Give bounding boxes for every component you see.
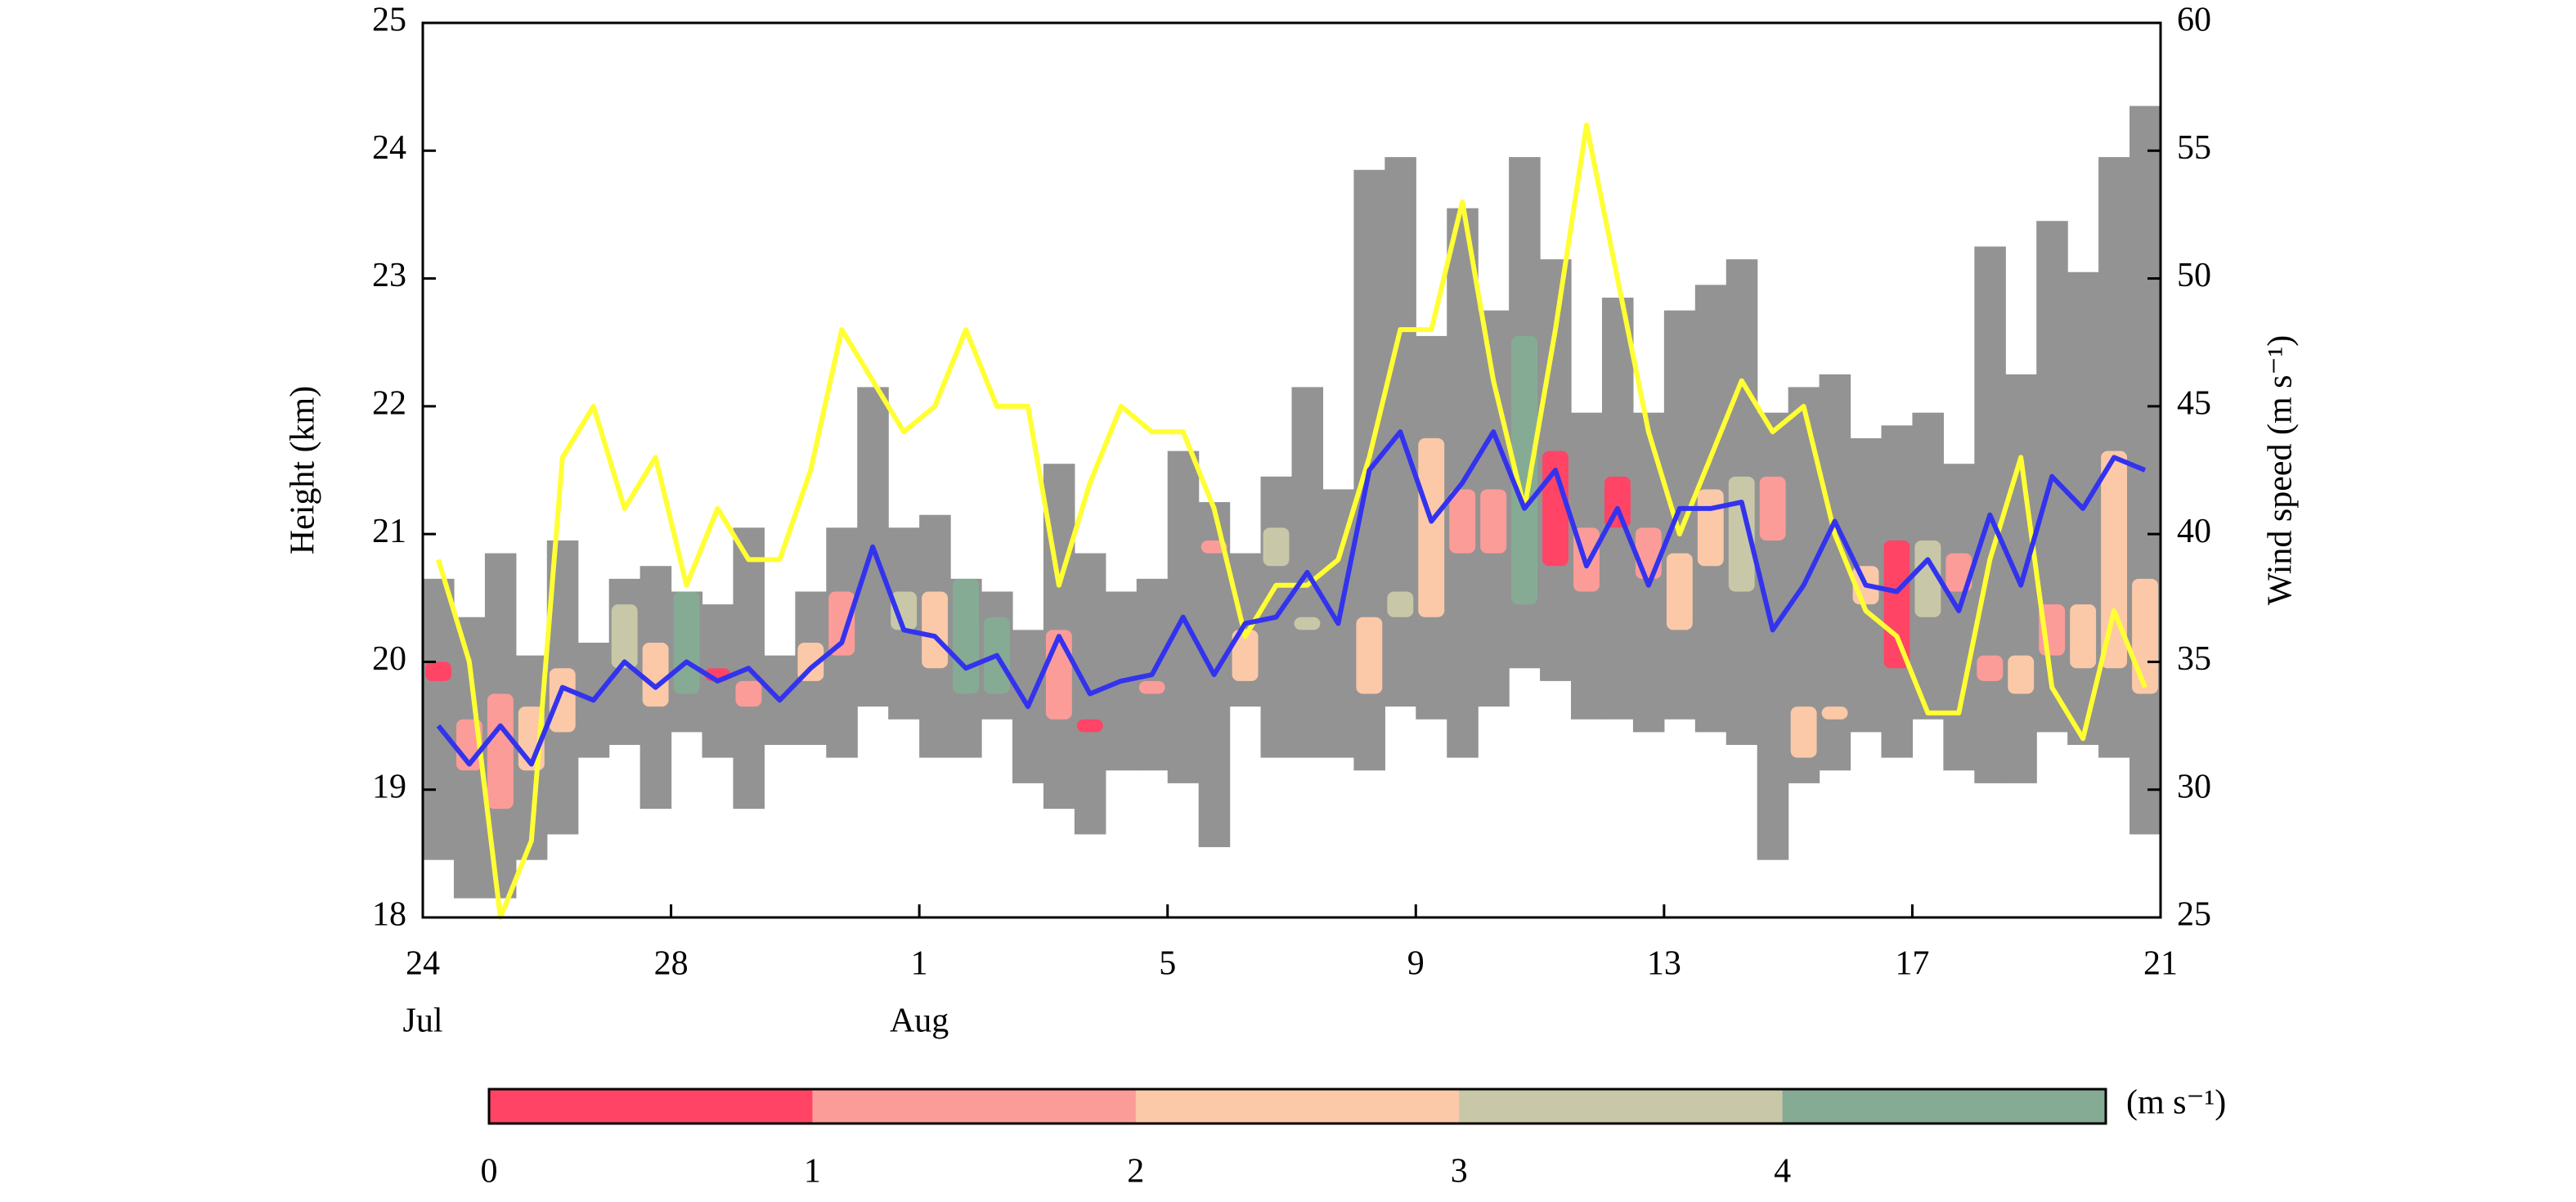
colorbar-tick-label: 2 <box>1127 1153 1144 1191</box>
y2-axis-label: Wind speed (m s⁻¹) <box>2262 335 2300 606</box>
wind-cell <box>1790 706 1817 758</box>
wind-cell <box>1418 437 1445 617</box>
colorbar-frame <box>487 1088 2107 1125</box>
y2-tick-label: 30 <box>2177 768 2211 805</box>
range-bar <box>423 578 455 860</box>
y2-tick-label: 25 <box>2177 896 2211 934</box>
wind-cell <box>1480 489 1507 554</box>
y-tick-label: 18 <box>372 896 406 934</box>
x-tick-label: 9 <box>1407 945 1425 983</box>
colorbar-tick-label: 0 <box>481 1153 498 1191</box>
colorbar-segment <box>1782 1089 2107 1124</box>
wind-cell <box>953 578 979 694</box>
colorbar-segment <box>812 1089 1137 1124</box>
y-tick-label: 23 <box>372 257 406 294</box>
range-bar <box>1943 464 1975 771</box>
wind-cell <box>1697 489 1724 567</box>
wind-cell <box>1883 540 1910 669</box>
y2-tick-label: 45 <box>2177 384 2211 422</box>
wind-cell <box>1635 527 1662 579</box>
wind-cell <box>642 642 669 707</box>
wind-cell <box>1449 489 1476 554</box>
colorbar-tick-label: 4 <box>1774 1153 1791 1191</box>
wind-cell <box>1045 630 1072 720</box>
wind-cell <box>1076 719 1103 733</box>
series-line <box>436 429 2147 767</box>
wind-cell <box>673 591 700 694</box>
wind-cell <box>1604 476 1631 528</box>
y2-tick-label: 60 <box>2177 2 2211 39</box>
wind-cell <box>2008 655 2035 694</box>
colorbar-tick-label: 1 <box>804 1153 821 1191</box>
wind-cell <box>2070 604 2097 669</box>
colorbar-tick-label: 3 <box>1451 1153 1468 1191</box>
x-tick-label: 17 <box>1895 945 1929 983</box>
y-tick-label: 24 <box>372 129 406 167</box>
colorbar-segment <box>1135 1089 1460 1124</box>
wind-cell <box>425 662 451 681</box>
colorbar-segment <box>489 1089 813 1124</box>
wind-cell <box>1759 476 1786 540</box>
wind-cell <box>828 591 855 656</box>
range-bar <box>2129 105 2161 835</box>
plot-frame <box>421 21 2162 919</box>
wind-cell <box>735 680 762 707</box>
y-tick-label: 25 <box>372 2 406 39</box>
wind-cell <box>1294 617 1321 630</box>
x-tick-label: 13 <box>1647 945 1681 983</box>
range-bar <box>1663 310 1696 720</box>
x-tick-label: 28 <box>654 945 689 983</box>
colorbar-label: (m s⁻¹) <box>2126 1084 2226 1122</box>
series-line <box>436 123 2147 920</box>
wind-cell <box>1138 680 1165 694</box>
x-tick-label: 24 <box>406 945 440 983</box>
y2-tick-label: 50 <box>2177 257 2211 294</box>
y-tick-label: 22 <box>372 384 406 422</box>
wind-cell <box>1821 706 1848 720</box>
month-label: Aug <box>890 1002 949 1040</box>
y-tick-label: 20 <box>372 640 406 678</box>
wind-cell <box>1511 335 1538 605</box>
wind-cell <box>611 604 638 669</box>
wind-cell <box>1263 527 1290 567</box>
x-tick-label: 5 <box>1159 945 1176 983</box>
range-bar <box>1819 374 1851 771</box>
wind-cell <box>1666 553 1693 630</box>
y2-tick-label: 40 <box>2177 513 2211 550</box>
y2-tick-label: 55 <box>2177 129 2211 167</box>
wind-cell <box>1945 553 1972 592</box>
wind-cell <box>2132 578 2158 694</box>
y-tick-label: 21 <box>372 513 406 550</box>
wind-cell <box>922 591 949 669</box>
wind-cell <box>487 693 514 810</box>
wind-cell <box>891 591 918 630</box>
wind-cell <box>549 668 576 733</box>
y-tick-label: 19 <box>372 768 406 805</box>
x-tick-label: 21 <box>2143 945 2178 983</box>
y-axis-label: Height (km) <box>285 386 322 554</box>
wind-cell <box>1356 617 1383 694</box>
wind-cell <box>1232 630 1259 681</box>
wind-cell <box>1387 591 1414 617</box>
wind-cell <box>2101 451 2128 669</box>
month-label: Jul <box>402 1002 442 1040</box>
wind-cell <box>1914 540 1941 617</box>
y2-tick-label: 35 <box>2177 640 2211 678</box>
x-tick-label: 1 <box>911 945 928 983</box>
colorbar-segment <box>1459 1089 1784 1124</box>
wind-cell <box>1977 655 2004 681</box>
